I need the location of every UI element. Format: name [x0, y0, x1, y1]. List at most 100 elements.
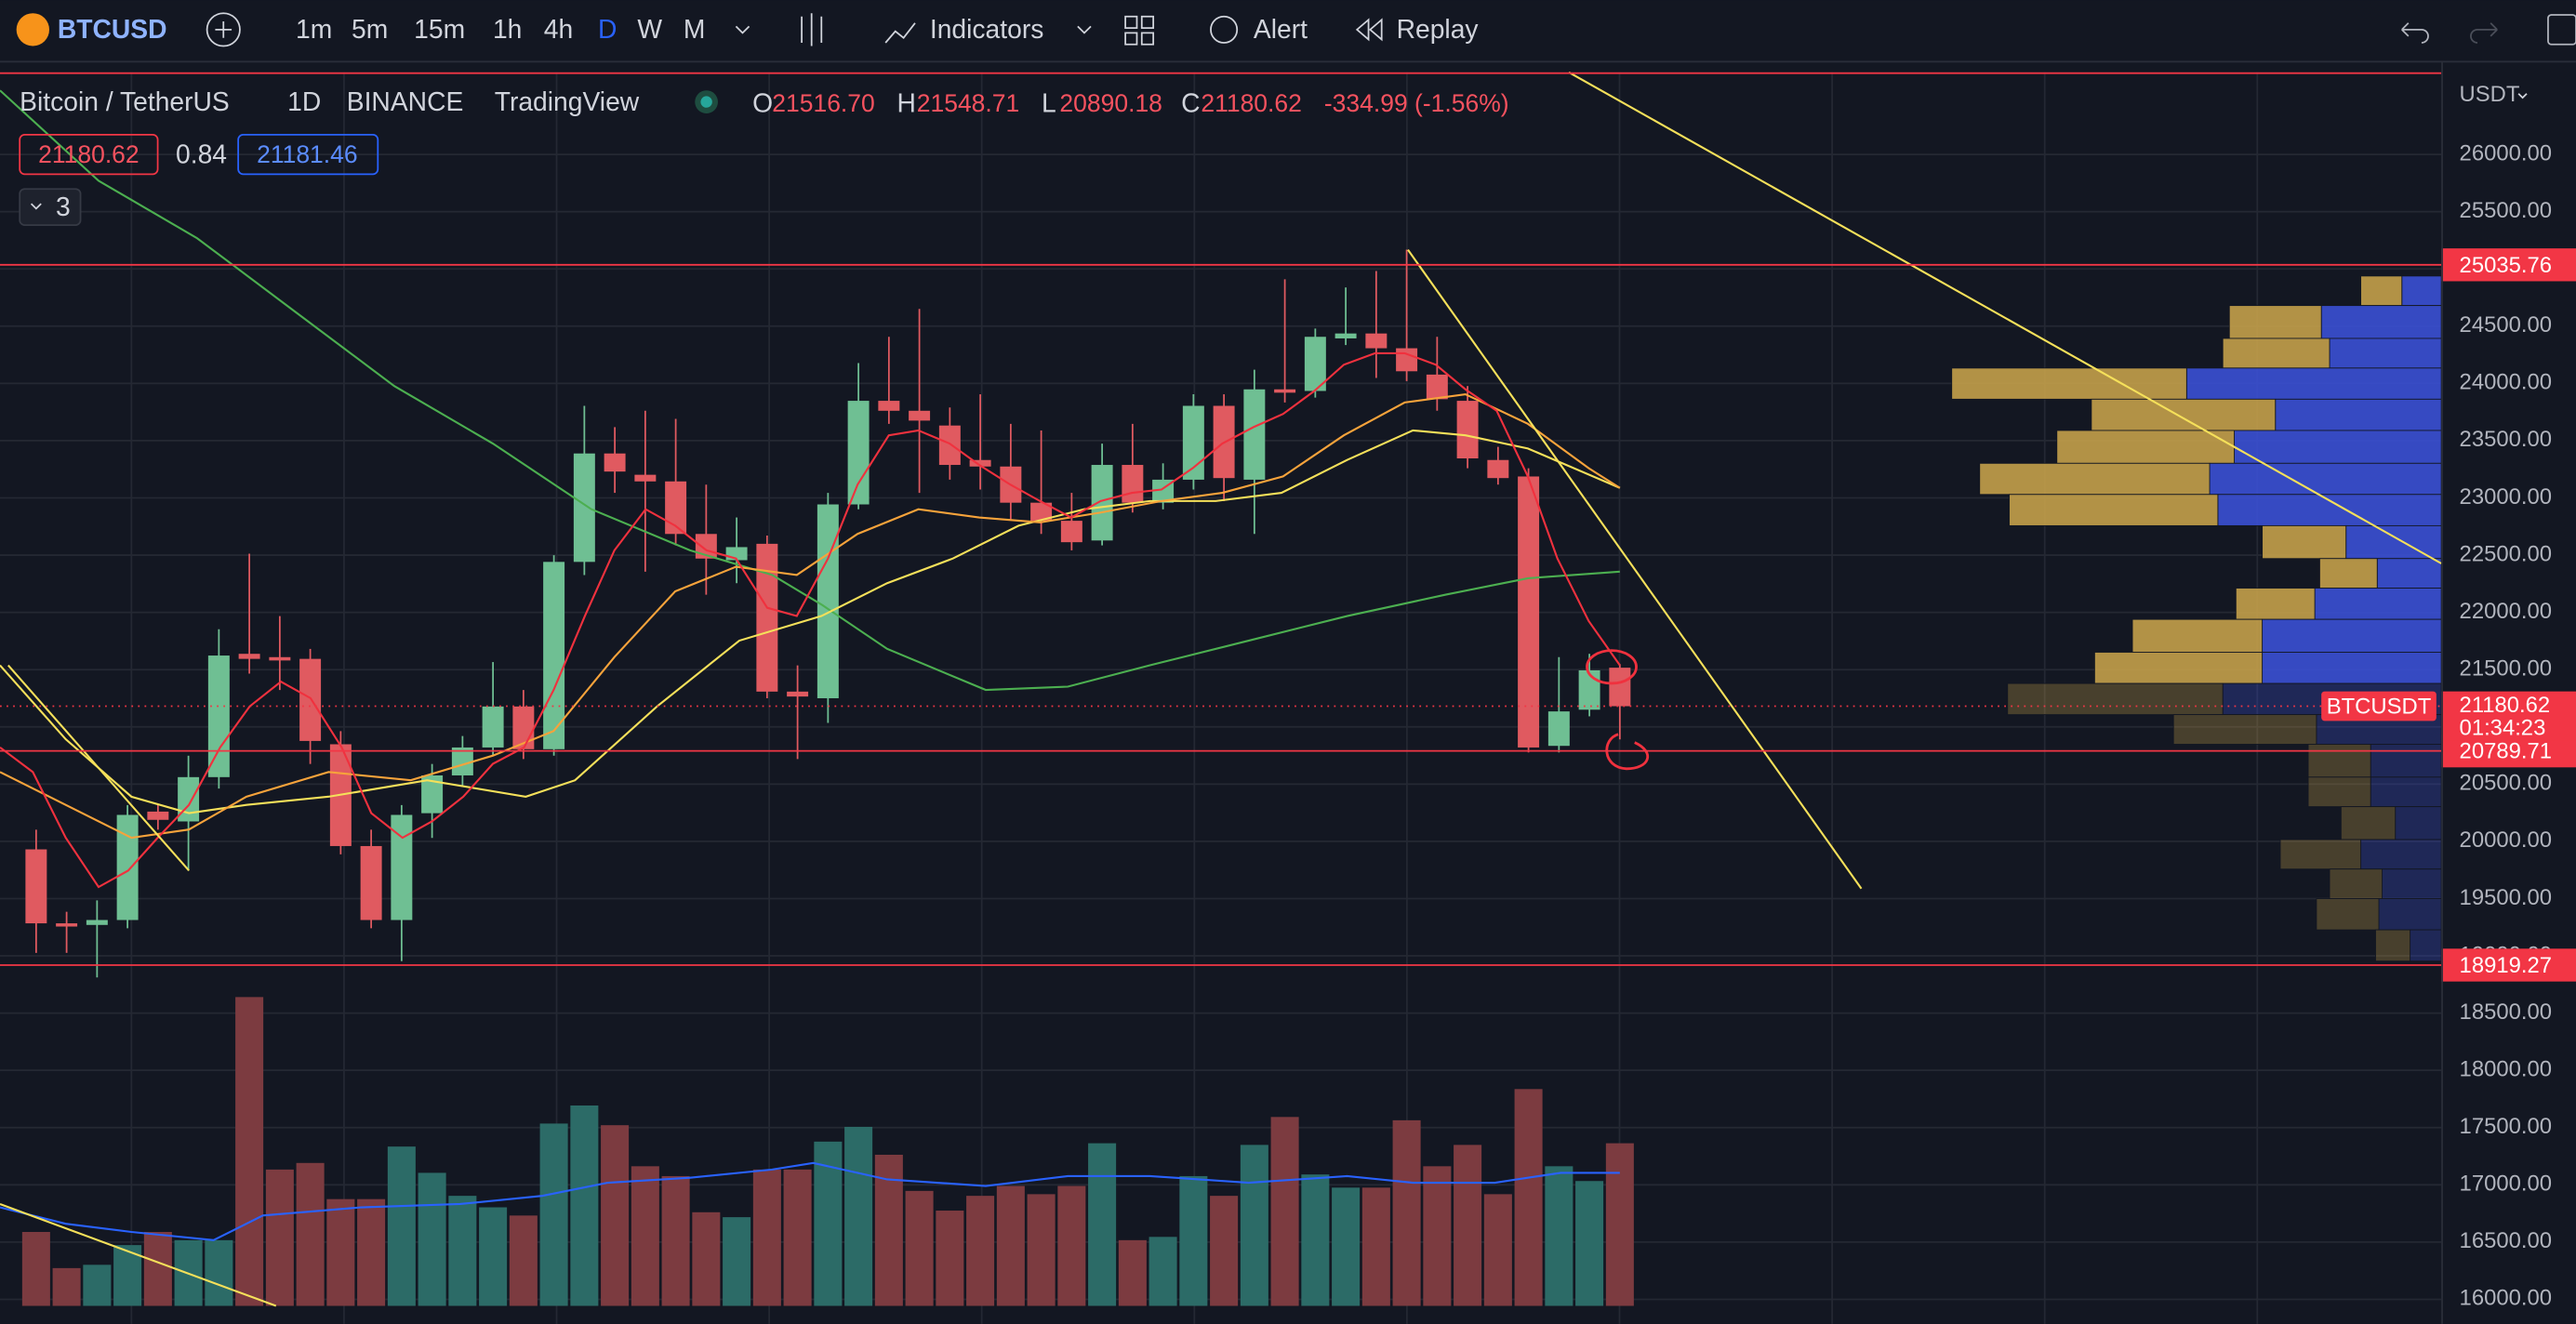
candle-body	[1578, 669, 1600, 710]
trend-line	[0, 1202, 277, 1307]
y-tick-label: 16500.00	[2460, 1228, 2552, 1253]
ohlc-value: 21180.62	[1201, 89, 1301, 117]
indicators-icon	[884, 22, 916, 44]
ma-green	[0, 89, 1620, 692]
volume-ma	[0, 1161, 1620, 1241]
volume-bar	[235, 997, 264, 1306]
interval-button[interactable]: 15m	[414, 14, 465, 44]
interval-button[interactable]: M	[684, 14, 706, 44]
volume-bar	[1392, 1119, 1421, 1306]
candle-body	[1182, 405, 1204, 480]
candle-body	[56, 923, 78, 927]
y-tick-label: 17500.00	[2460, 1114, 2552, 1139]
plot	[21, 249, 2442, 1306]
interval-button[interactable]: 1m	[296, 14, 332, 44]
profile-up	[2262, 652, 2442, 684]
profile-down	[1979, 462, 2211, 496]
volume-bar	[1088, 1143, 1117, 1306]
y-tick-label: 24500.00	[2460, 312, 2552, 338]
y-tick-label: 21500.00	[2460, 655, 2552, 681]
volume-bar	[1057, 1185, 1086, 1306]
volume-bar	[418, 1172, 446, 1306]
ohlc-value: 21548.71	[917, 89, 1019, 117]
add-icon	[215, 21, 232, 38]
ask-box[interactable]	[237, 134, 379, 176]
candle-body	[1274, 389, 1296, 393]
profile-down	[2235, 588, 2316, 620]
layouts[interactable]	[1124, 15, 1155, 46]
y-tick-label: 23000.00	[2460, 484, 2552, 510]
volume-bar	[570, 1105, 599, 1306]
candle-body	[238, 654, 260, 659]
profile-down	[2093, 652, 2264, 684]
candle-body	[604, 453, 626, 472]
candle-body	[634, 474, 657, 482]
profile-down	[2360, 275, 2403, 307]
undo[interactable]	[2401, 22, 2429, 44]
alert-button[interactable]: Alert	[1254, 14, 1308, 44]
indicators-menu[interactable]	[1077, 25, 1092, 34]
toolbar	[0, 0, 2576, 61]
ohlc-label: L	[1042, 88, 1056, 118]
fullscreen[interactable]	[2547, 14, 2576, 46]
candle-body	[665, 481, 687, 535]
volume-bar	[1514, 1089, 1543, 1306]
interval-button[interactable]: 1h	[493, 14, 522, 44]
candle-body	[1426, 374, 1448, 400]
price-label: 25035.76	[2460, 253, 2552, 278]
volume-bar	[661, 1175, 690, 1306]
profile-down	[2262, 524, 2347, 560]
add-symbol[interactable]	[206, 12, 241, 47]
candle-body	[299, 658, 322, 741]
trend-line	[1407, 248, 1863, 890]
y-tick-label: 22000.00	[2460, 599, 2552, 624]
interval-button[interactable]: D	[598, 14, 617, 44]
chart-type[interactable]	[801, 13, 823, 46]
interval-button[interactable]: W	[637, 14, 662, 44]
indicators-toggle[interactable]	[19, 188, 82, 226]
last-price-label: 21180.62	[2460, 693, 2551, 718]
price-label: 18919.27	[2460, 953, 2552, 978]
replay-button[interactable]: Replay	[1397, 14, 1480, 44]
volume-bar	[1575, 1181, 1604, 1306]
volume-bar	[1483, 1194, 1512, 1306]
volume-bar	[783, 1169, 812, 1306]
interval-button[interactable]: 4h	[544, 14, 573, 44]
volume-bar	[844, 1126, 873, 1306]
indicators-button[interactable]: Indicators	[930, 14, 1043, 44]
profile-down	[2007, 682, 2224, 716]
replay-icon	[1355, 18, 1383, 42]
profile-up	[2370, 776, 2442, 808]
currency[interactable]: USDT	[2460, 82, 2520, 107]
intervals: 1m 5m 15m 1h 4h D W M	[296, 14, 705, 44]
volume-bar	[1454, 1145, 1482, 1306]
symbol-icon	[16, 13, 49, 46]
y-tick-label: 19500.00	[2460, 885, 2552, 910]
profile-up	[2185, 367, 2442, 400]
redo[interactable]	[2470, 22, 2498, 44]
candle-body	[421, 775, 444, 814]
annotation-circle	[1586, 649, 1638, 685]
y-tick-label: 17000.00	[2460, 1172, 2552, 1197]
profile-down	[2307, 776, 2371, 808]
candle-body	[25, 849, 47, 924]
countdown: 01:34:23	[2460, 716, 2546, 741]
volume-bar	[905, 1190, 934, 1306]
candle-body	[787, 691, 809, 697]
volume-bar	[631, 1166, 659, 1306]
profile-down	[2316, 898, 2380, 931]
interval-button[interactable]: 5m	[352, 14, 388, 44]
toggle-chevron	[30, 203, 42, 210]
profile-up	[2275, 398, 2442, 431]
profile-down	[2318, 558, 2378, 589]
profile-down	[2329, 868, 2383, 900]
profile-up	[2376, 558, 2442, 589]
interval: 1D	[287, 86, 321, 116]
symbol[interactable]: BTCUSD	[58, 14, 167, 44]
ma-orange	[0, 392, 1621, 840]
interval-menu[interactable]	[735, 25, 750, 34]
profile-up	[2217, 494, 2442, 526]
profile-down	[2222, 338, 2330, 369]
ohlc-value: 21516.70	[772, 89, 874, 117]
bid-box[interactable]	[19, 134, 159, 176]
